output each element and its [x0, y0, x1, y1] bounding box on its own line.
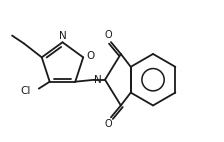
Text: N: N: [59, 31, 66, 41]
Text: O: O: [104, 30, 112, 40]
Text: O: O: [86, 51, 95, 61]
Text: O: O: [104, 119, 112, 129]
Text: Cl: Cl: [21, 86, 31, 96]
Text: N: N: [94, 75, 102, 85]
